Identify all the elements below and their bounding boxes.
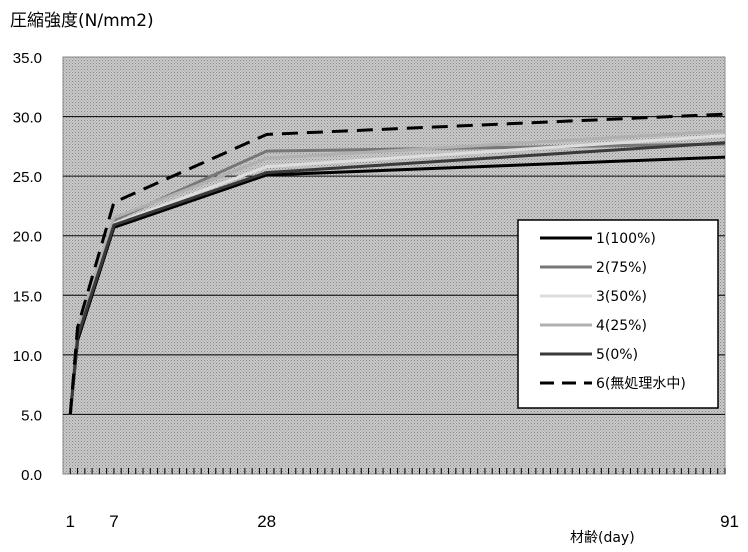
series-lines bbox=[68, 112, 726, 415]
y-tick-label: 25.0 bbox=[13, 169, 42, 186]
x-tick-label: 1 bbox=[66, 512, 75, 531]
x-axis-label: 材齢(day) bbox=[570, 530, 635, 546]
legend-label: 3(50%) bbox=[596, 289, 647, 305]
x-tick-label: 28 bbox=[257, 512, 276, 531]
legend-label: 5(0%) bbox=[596, 347, 638, 363]
y-tick-label: 20.0 bbox=[13, 229, 42, 246]
legend-label: 6(無処理水中) bbox=[596, 376, 686, 392]
legend-label: 4(25%) bbox=[596, 318, 647, 334]
y-tick-label: 15.0 bbox=[13, 288, 42, 305]
x-tick-label: 91 bbox=[720, 512, 739, 531]
y-tick-labels: 0.0 5.0 10.0 15.0 20.0 25.0 30.0 35.0 bbox=[13, 50, 42, 484]
legend-box bbox=[517, 219, 719, 409]
y-tick-label: 30.0 bbox=[13, 110, 42, 127]
y-tick-label: 10.0 bbox=[13, 348, 42, 365]
y-tick-label: 35.0 bbox=[13, 50, 42, 67]
y-axis-label: 圧縮強度(N/mm2) bbox=[10, 11, 154, 31]
legend: 1(100%) 2(75%) 3(50%) 4(25%) 5(0%) 6(無処理水中) bbox=[517, 219, 719, 409]
x-tick-label: 7 bbox=[109, 512, 118, 531]
x-minor-ticks bbox=[69, 468, 726, 474]
series-line bbox=[68, 112, 726, 415]
legend-label: 1(100%) bbox=[596, 231, 656, 247]
y-tick-label: 0.0 bbox=[21, 467, 42, 484]
x-tick-labels: 1 7 28 91 bbox=[66, 512, 739, 531]
legend-label: 2(75%) bbox=[596, 260, 647, 276]
y-tick-label: 5.0 bbox=[21, 407, 42, 424]
